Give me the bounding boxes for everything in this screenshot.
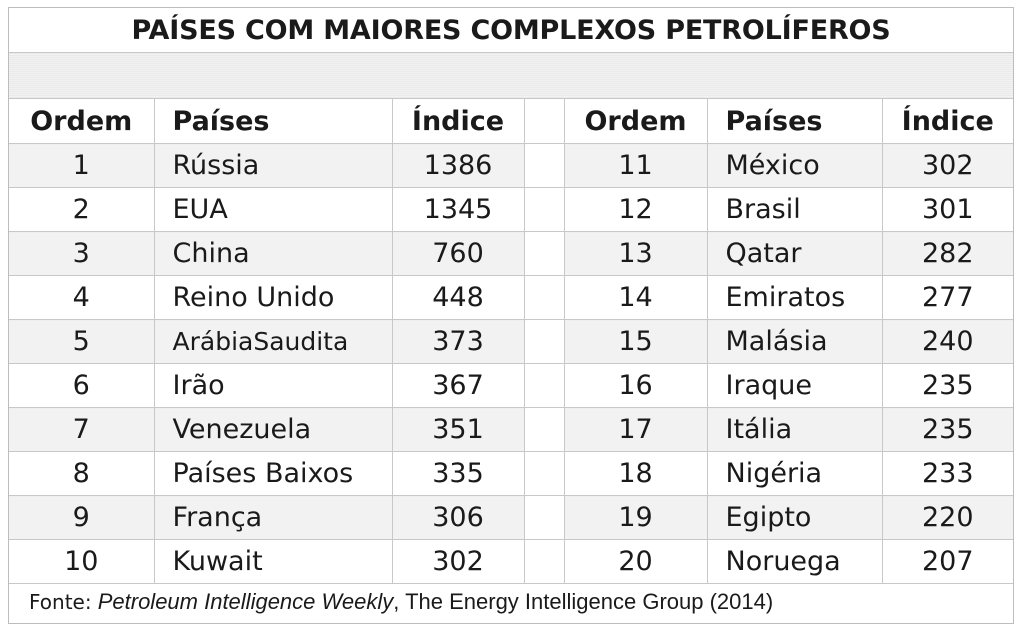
table-row: 2 EUA 1345 12 Brasil 301 — [9, 187, 1013, 232]
column-gap — [524, 451, 565, 496]
table-row: 10 Kuwait 302 20 Noruega 207 — [9, 539, 1013, 584]
country-cell: Egipto — [707, 495, 883, 540]
table-row: 8 Países Baixos 335 18 Nigéria 233 — [9, 451, 1013, 496]
country-cell: ArábiaSaudita — [154, 319, 393, 364]
index-cell: 306 — [392, 495, 525, 540]
rank-cell: 13 — [564, 231, 708, 276]
rank-cell: 9 — [9, 495, 155, 540]
header-paises-right: Países — [707, 99, 883, 144]
index-cell: 235 — [882, 407, 1013, 452]
ranking-table: Ordem Países Índice Ordem Países Índice … — [9, 99, 1013, 584]
table-container: PAÍSES COM MAIORES COMPLEXOS PETROLÍFERO… — [8, 7, 1014, 624]
index-cell: 207 — [882, 539, 1013, 584]
country-cell: China — [154, 231, 393, 276]
index-cell: 240 — [882, 319, 1013, 364]
header-indice-right: Índice — [882, 99, 1013, 144]
column-gap — [524, 275, 565, 320]
table-row: 3 China 760 13 Qatar 282 — [9, 231, 1013, 276]
column-gap — [524, 231, 565, 276]
country-cell: Países Baixos — [154, 451, 393, 496]
header-row: Ordem Países Índice Ordem Países Índice — [9, 99, 1013, 144]
rank-cell: 18 — [564, 451, 708, 496]
country-cell: Nigéria — [707, 451, 883, 496]
table-row: 1 Rússia 1386 11 México 302 — [9, 143, 1013, 188]
header-ordem-left: Ordem — [9, 99, 155, 144]
rank-cell: 14 — [564, 275, 708, 320]
rank-cell: 8 — [9, 451, 155, 496]
rank-cell: 11 — [564, 143, 708, 188]
column-gap — [524, 99, 565, 144]
rank-cell: 17 — [564, 407, 708, 452]
country-cell: Reino Unido — [154, 275, 393, 320]
index-cell: 277 — [882, 275, 1013, 320]
column-gap — [524, 319, 565, 364]
country-cell: França — [154, 495, 393, 540]
country-cell: Venezuela — [154, 407, 393, 452]
rank-cell: 5 — [9, 319, 155, 364]
country-cell: EUA — [154, 187, 393, 232]
rank-cell: 4 — [9, 275, 155, 320]
country-cell: Kuwait — [154, 539, 393, 584]
index-cell: 1345 — [392, 187, 525, 232]
column-gap — [524, 363, 565, 408]
table-row: 7 Venezuela 351 17 Itália 235 — [9, 407, 1013, 452]
rank-cell: 3 — [9, 231, 155, 276]
index-cell: 448 — [392, 275, 525, 320]
rank-cell: 1 — [9, 143, 155, 188]
index-cell: 235 — [882, 363, 1013, 408]
country-cell: Rússia — [154, 143, 393, 188]
index-cell: 220 — [882, 495, 1013, 540]
index-cell: 367 — [392, 363, 525, 408]
country-cell: Emiratos — [707, 275, 883, 320]
source-rest: , The Energy Intelligence Group (2014) — [393, 589, 774, 614]
blank-band — [9, 53, 1013, 99]
index-cell: 373 — [392, 319, 525, 364]
country-cell: Noruega — [707, 539, 883, 584]
index-cell: 760 — [392, 231, 525, 276]
rank-cell: 2 — [9, 187, 155, 232]
index-cell: 351 — [392, 407, 525, 452]
country-cell: Iraque — [707, 363, 883, 408]
index-cell: 301 — [882, 187, 1013, 232]
source-note: Fonte: Petroleum Intelligence Weekly, Th… — [9, 584, 1013, 619]
table-row: 9 França 306 19 Egipto 220 — [9, 495, 1013, 540]
column-gap — [524, 407, 565, 452]
header-indice-left: Índice — [392, 99, 525, 144]
index-cell: 302 — [882, 143, 1013, 188]
rank-cell: 10 — [9, 539, 155, 584]
country-cell: Malásia — [707, 319, 883, 364]
country-cell: Qatar — [707, 231, 883, 276]
rank-cell: 20 — [564, 539, 708, 584]
rank-cell: 6 — [9, 363, 155, 408]
index-cell: 302 — [392, 539, 525, 584]
table-row: 5 ArábiaSaudita 373 15 Malásia 240 — [9, 319, 1013, 364]
table-row: 6 Irão 367 16 Iraque 235 — [9, 363, 1013, 408]
index-cell: 335 — [392, 451, 525, 496]
index-cell: 1386 — [392, 143, 525, 188]
country-cell: Itália — [707, 407, 883, 452]
header-ordem-right: Ordem — [564, 99, 708, 144]
rank-cell: 16 — [564, 363, 708, 408]
country-cell: Irão — [154, 363, 393, 408]
country-cell: Brasil — [707, 187, 883, 232]
rank-cell: 15 — [564, 319, 708, 364]
column-gap — [524, 187, 565, 232]
header-paises-left: Países — [154, 99, 393, 144]
rank-cell: 7 — [9, 407, 155, 452]
index-cell: 233 — [882, 451, 1013, 496]
rank-cell: 19 — [564, 495, 708, 540]
column-gap — [524, 495, 565, 540]
column-gap — [524, 143, 565, 188]
column-gap — [524, 539, 565, 584]
index-cell: 282 — [882, 231, 1013, 276]
country-cell: México — [707, 143, 883, 188]
page-title: PAÍSES COM MAIORES COMPLEXOS PETROLÍFERO… — [9, 8, 1013, 53]
source-label: Fonte: — [29, 590, 92, 614]
rank-cell: 12 — [564, 187, 708, 232]
source-publication: Petroleum Intelligence Weekly — [97, 589, 394, 614]
table-row: 4 Reino Unido 448 14 Emiratos 277 — [9, 275, 1013, 320]
